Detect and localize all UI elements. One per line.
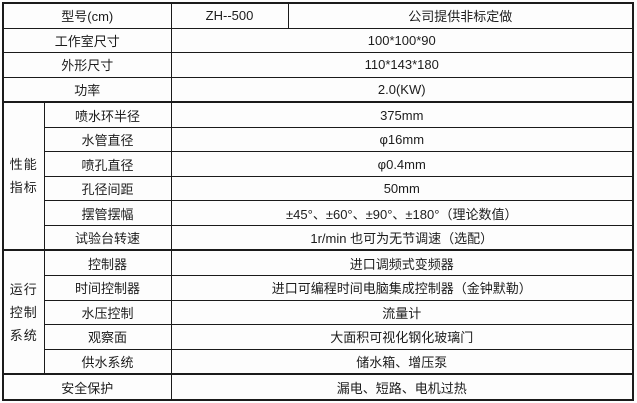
section-label-line: 系统 — [9, 327, 38, 343]
row-value-cell: φ16mm — [170, 126, 634, 153]
row-value-cell: φ0.4mm — [170, 151, 634, 177]
model-label-cell: 型号(cm) — [2, 2, 172, 29]
row-label-cell: 试验台转速 — [43, 224, 172, 251]
row-label-cell: 喷水环半径 — [43, 101, 172, 128]
table-row-power: 功率 2.0(KW) — [2, 76, 634, 103]
table-row-turntable-speed: 试验台转速 1r/min 也可为无节调速（选配） — [3, 224, 634, 251]
row-label-cell: 喷孔直径 — [43, 151, 172, 177]
row-label-cell: 水压控制 — [43, 299, 172, 326]
row-value-cell: 流量计 — [170, 299, 634, 326]
row-value-cell: 375mm — [170, 101, 634, 128]
table-row-outer-size: 外形尺寸 110*143*180 — [2, 52, 634, 78]
row-label-cell: 功率 — [2, 76, 172, 103]
row-label-cell: 安全保护 — [2, 373, 172, 401]
row-label-cell: 外形尺寸 — [2, 52, 172, 78]
table-row-water-supply: 供水系统 储水箱、增压泵 — [3, 348, 634, 375]
table-row-swing-amplitude: 摆管摆幅 ±45°、±60°、±90°、±180°（理论数值） — [3, 200, 634, 226]
section-label-line: 指标 — [9, 180, 38, 196]
table-row-controller: 运行 控制 系统 控制器 进口调频式变频器 — [2, 249, 634, 375]
table-row-pipe-diameter: 水管直径 φ16mm — [3, 126, 634, 153]
row-value-cell: 2.0(KW) — [170, 76, 634, 103]
model-value-cell: ZH--500 — [170, 2, 289, 29]
table-row-model: 型号(cm) ZH--500 公司提供非标定做 — [2, 2, 634, 29]
row-label-cell: 控制器 — [43, 249, 172, 277]
row-value-cell: 110*143*180 — [170, 52, 634, 78]
table-row-water-pressure-control: 水压控制 流量计 — [3, 299, 634, 326]
row-value-cell: 1r/min 也可为无节调速（选配） — [170, 224, 634, 251]
row-value-cell: 进口调频式变频器 — [170, 249, 634, 277]
table-row-nozzle-diameter: 喷孔直径 φ0.4mm — [3, 151, 634, 177]
row-label-cell: 孔径间距 — [43, 175, 172, 202]
table-row-safety: 安全保护 漏电、短路、电机过热 — [2, 373, 634, 401]
section-label-control-system: 运行 控制 系统 — [2, 249, 45, 375]
row-value-cell: 100*100*90 — [170, 27, 634, 54]
row-label-cell: 工作室尺寸 — [2, 27, 172, 54]
row-value-cell: 进口可编程时间电脑集成控制器（金钟默勒） — [170, 275, 634, 301]
table-row-observation-window: 观察面 大面积可视化钢化玻璃门 — [3, 324, 634, 350]
model-note-cell: 公司提供非标定做 — [287, 2, 634, 29]
row-value-cell: 储水箱、增压泵 — [170, 348, 634, 375]
row-label-cell: 观察面 — [43, 324, 172, 350]
section-label-line: 控制 — [9, 304, 38, 320]
row-value-cell: 50mm — [170, 175, 634, 202]
row-label-cell: 时间控制器 — [43, 275, 172, 301]
section-label-line: 性能 — [9, 157, 38, 173]
table-row-hole-spacing: 孔径间距 50mm — [3, 175, 634, 202]
section-label-line: 运行 — [9, 281, 38, 297]
table-row-chamber-size: 工作室尺寸 100*100*90 — [2, 27, 634, 54]
table-row-spray-ring-radius: 性能 指标 喷水环半径 375mm — [2, 101, 634, 251]
table-row-time-controller: 时间控制器 进口可编程时间电脑集成控制器（金钟默勒） — [3, 275, 634, 301]
section-label-performance: 性能 指标 — [2, 101, 45, 251]
row-label-cell: 供水系统 — [43, 348, 172, 375]
row-value-cell: 大面积可视化钢化玻璃门 — [170, 324, 634, 350]
row-value-cell: ±45°、±60°、±90°、±180°（理论数值） — [170, 200, 634, 226]
row-value-cell: 漏电、短路、电机过热 — [170, 373, 634, 401]
row-label-cell: 摆管摆幅 — [43, 200, 172, 226]
row-label-cell: 水管直径 — [43, 126, 172, 153]
